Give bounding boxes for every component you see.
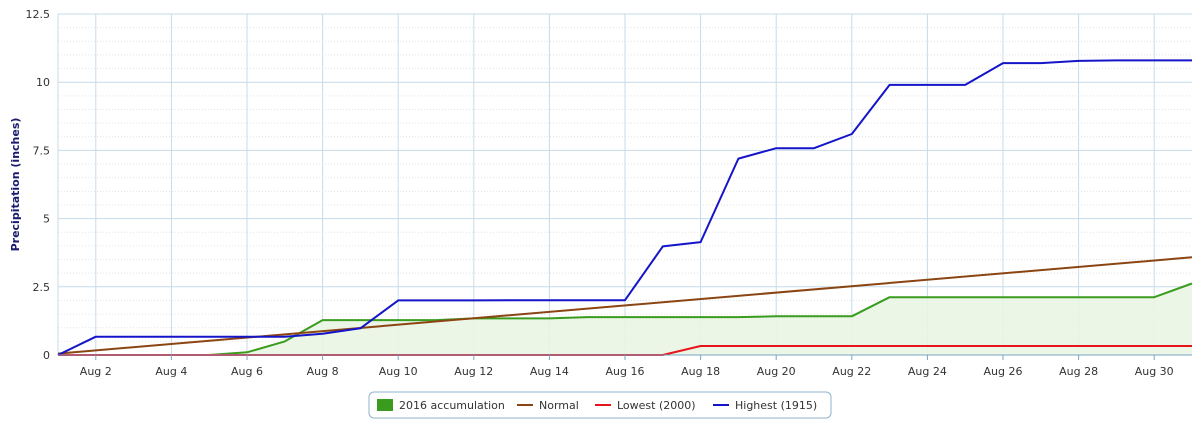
x-tick-label: Aug 14: [530, 365, 569, 378]
x-tick-label: Aug 10: [379, 365, 418, 378]
y-tick-label: 0: [43, 349, 50, 362]
y-tick-label: 5: [43, 213, 50, 226]
series-line-highest-1915: [57, 59, 1192, 356]
x-tick-label: Aug 2: [80, 365, 112, 378]
x-tick-label: Aug 12: [454, 365, 493, 378]
y-axis-title: Precipitation (inches): [9, 118, 22, 252]
x-tick-label: Aug 20: [757, 365, 796, 378]
legend-swatch: [377, 399, 393, 411]
x-tick-label: Aug 28: [1059, 365, 1098, 378]
x-tick-label: Aug 24: [908, 365, 947, 378]
x-tick-label: Aug 26: [984, 365, 1023, 378]
legend-label[interactable]: 2016 accumulation: [399, 399, 505, 412]
x-tick-label: Aug 18: [681, 365, 720, 378]
x-tick-label: Aug 6: [231, 365, 263, 378]
series-area-2016-accumulation: [58, 283, 1192, 355]
legend: 2016 accumulation Normal Lowest (2000) High…: [368, 391, 832, 419]
axes: Precipitation (inches) 0 2.5 5 7.5 10 12.5 Aug…: [9, 8, 1192, 378]
y-tick-label: 10: [36, 76, 50, 89]
y-tick-label: 2.5: [33, 281, 51, 294]
legend-label[interactable]: Normal: [539, 399, 579, 412]
legend-label[interactable]: Highest (1915): [735, 399, 817, 412]
x-tick-label: Aug 22: [832, 365, 871, 378]
legend-label[interactable]: Lowest (2000): [617, 399, 696, 412]
x-tick-label: Aug 8: [307, 365, 339, 378]
y-tick-label: 7.5: [33, 144, 51, 157]
x-tick-label: Aug 16: [606, 365, 645, 378]
series-line-2016-accumulation: [58, 282, 1193, 356]
y-tick-label: 12.5: [26, 8, 51, 21]
x-tick-label: Aug 30: [1135, 365, 1174, 378]
x-tick-label: Aug 4: [155, 365, 187, 378]
